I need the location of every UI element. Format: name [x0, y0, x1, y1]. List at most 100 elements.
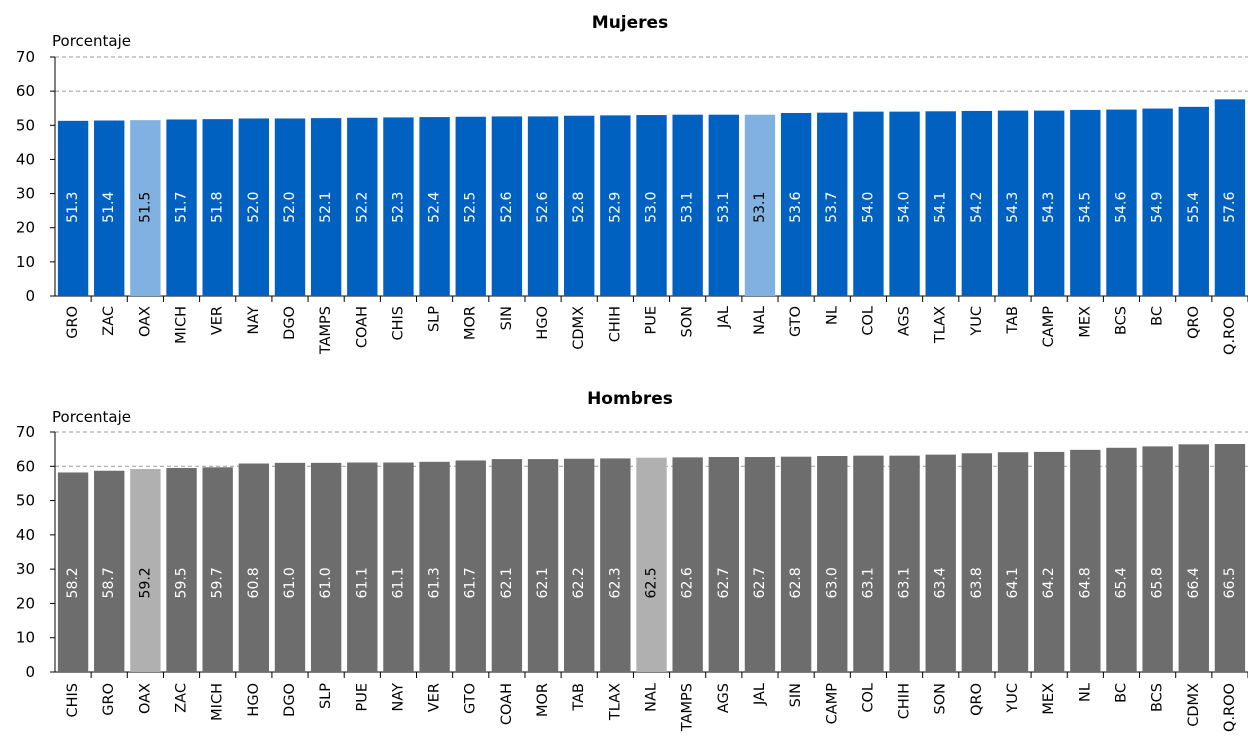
chart-1-category-label-cdmx: CDMX — [571, 306, 587, 350]
chart-2-category-label-mor: MOR — [535, 683, 551, 717]
chart-2-bar-col — [853, 456, 883, 672]
chart-1-category-label-ver: VER — [210, 306, 226, 335]
chart-1-category-label-son: SON — [680, 306, 696, 337]
chart-1-value-label-chis: 52.3 — [390, 192, 406, 223]
chart-1-value-label-q.roo: 57.6 — [1222, 192, 1238, 223]
chart-1-category-label-camp: CAMP — [1041, 306, 1057, 348]
chart-2-bar-tamps — [672, 457, 702, 672]
chart-2-ytick-label: 30 — [16, 560, 35, 578]
chart-1-category-label-gto: GTO — [788, 306, 804, 337]
chart-1-value-label-son: 53.1 — [680, 192, 696, 223]
chart-1-category-label-bcs: BCS — [1113, 306, 1129, 335]
chart-2-ytick-label: 0 — [25, 663, 35, 681]
chart-2-category-label-qro: QRO — [969, 683, 985, 716]
chart-2-category-label-q.roo: Q.ROO — [1222, 683, 1238, 732]
chart-1-value-label-cdmx: 52.8 — [571, 192, 587, 223]
chart-1-value-label-mor: 52.5 — [463, 192, 479, 223]
chart-1-value-label-coah: 52.2 — [354, 192, 370, 223]
chart-1-value-label-gto: 53.6 — [788, 192, 804, 223]
chart-2-category-label-zac: ZAC — [174, 683, 190, 713]
chart-2-category-label-chih: CHIH — [897, 683, 913, 719]
chart-1-category-label-chis: CHIS — [390, 306, 406, 341]
chart-1-value-label-yuc: 54.2 — [969, 192, 985, 223]
chart-2-bar-jal — [745, 457, 775, 672]
chart-2-bar-tab — [564, 459, 594, 672]
chart-1-value-label-pue: 53.0 — [644, 192, 660, 223]
chart-1-category-label-tamps: TAMPS — [318, 306, 334, 355]
chart-2-category-label-cdmx: CDMX — [1186, 683, 1202, 727]
chart-1-value-label-chih: 52.9 — [607, 192, 623, 223]
chart-1-value-label-oax: 51.5 — [137, 192, 153, 223]
chart-2-value-label-q.roo: 66.5 — [1222, 567, 1238, 598]
chart-1-value-label-sin: 52.6 — [499, 192, 515, 223]
chart-2-value-label-mich: 59.7 — [210, 567, 226, 598]
chart-2-category-label-nay: NAY — [390, 683, 406, 712]
chart-1-value-label-jal: 53.1 — [716, 192, 732, 223]
chart-2-category-label-ver: VER — [427, 683, 443, 712]
chart-2-value-label-tab: 62.2 — [571, 567, 587, 598]
chart-2-ytick-label: 20 — [16, 594, 35, 612]
chart-1-category-label-q.roo: Q.ROO — [1222, 306, 1238, 355]
chart-2-category-label-col: COL — [860, 683, 876, 713]
chart-2-bar-nl — [1070, 450, 1100, 672]
chart-1-category-label-tab: TAB — [1005, 306, 1021, 335]
chart-2-category-label-nal: NAL — [644, 683, 660, 712]
chart-1-value-label-zac: 51.4 — [101, 192, 117, 223]
chart-2-value-label-qro: 63.8 — [969, 567, 985, 598]
chart-2-category-label-coah: COAH — [499, 683, 515, 725]
chart-2-value-label-mor: 62.1 — [535, 567, 551, 598]
chart-2-category-label-tlax: TLAX — [607, 683, 623, 721]
chart-2-value-label-pue: 61.1 — [354, 567, 370, 598]
chart-2-title: Hombres — [587, 389, 673, 409]
chart-2-bar-sin — [781, 457, 811, 672]
chart-1-category-label-yuc: YUC — [969, 306, 985, 337]
chart-2-category-label-yuc: YUC — [1005, 683, 1021, 714]
chart-1-value-label-col: 54.0 — [860, 192, 876, 223]
chart-2-category-label-dgo: DGO — [282, 683, 298, 717]
chart-2-bar-ver — [419, 462, 449, 672]
chart-1-ytick-label: 50 — [16, 116, 35, 134]
chart-2-bar-bcs — [1142, 446, 1172, 672]
chart-2-value-label-nay: 61.1 — [390, 567, 406, 598]
chart-1-category-label-gro: GRO — [65, 306, 81, 339]
chart-1-value-label-dgo: 52.0 — [282, 192, 298, 223]
chart-2-category-label-pue: PUE — [354, 683, 370, 712]
chart-2-category-label-tab: TAB — [571, 683, 587, 712]
chart-2-category-label-chis: CHIS — [65, 683, 81, 718]
chart-1-value-label-tlax: 54.1 — [933, 192, 949, 223]
chart-2-value-label-nal: 62.5 — [644, 567, 660, 598]
chart-2-category-label-gro: GRO — [101, 683, 117, 716]
chart-2-ytick-label: 40 — [16, 526, 35, 544]
chart-2-bar-gto — [456, 460, 486, 672]
chart-2-value-label-slp: 61.0 — [318, 567, 334, 598]
chart-2-ytick-label: 70 — [16, 423, 35, 441]
chart-1-ytick-label: 30 — [16, 185, 35, 203]
chart-1-category-label-ags: AGS — [897, 306, 913, 336]
chart-1-ytick-label: 10 — [16, 253, 35, 271]
chart-2-value-label-nl: 64.8 — [1077, 567, 1093, 598]
chart-2-value-label-ags: 62.7 — [716, 567, 732, 598]
chart-2-value-label-jal: 62.7 — [752, 567, 768, 598]
chart-1-value-label-ags: 54.0 — [897, 192, 913, 223]
chart-1-value-label-tab: 54.3 — [1005, 192, 1021, 223]
chart-1-category-label-oax: OAX — [137, 306, 153, 337]
chart-1-category-label-chih: CHIH — [607, 306, 623, 342]
chart-2-category-label-slp: SLP — [318, 683, 334, 709]
chart-1-value-label-bc: 54.9 — [1150, 192, 1166, 223]
chart-2-category-label-tamps: TAMPS — [680, 683, 696, 732]
chart-2-bar-chih — [889, 456, 919, 672]
chart-1-ylabel: Porcentaje — [52, 32, 131, 50]
chart-1-value-label-hgo: 52.6 — [535, 192, 551, 223]
chart-2-bar-nay — [383, 463, 413, 672]
chart-2-value-label-dgo: 61.0 — [282, 567, 298, 598]
chart-2-bar-yuc — [998, 452, 1028, 672]
chart-1-category-label-bc: BC — [1150, 306, 1166, 326]
chart-2-ytick-label: 50 — [16, 492, 35, 510]
chart-2-value-label-col: 63.1 — [860, 567, 876, 598]
chart-1-category-label-qro: QRO — [1186, 306, 1202, 339]
chart-2-category-label-jal: JAL — [752, 683, 768, 706]
chart-2-bar-son — [926, 455, 956, 672]
chart-1-category-label-dgo: DGO — [282, 306, 298, 340]
